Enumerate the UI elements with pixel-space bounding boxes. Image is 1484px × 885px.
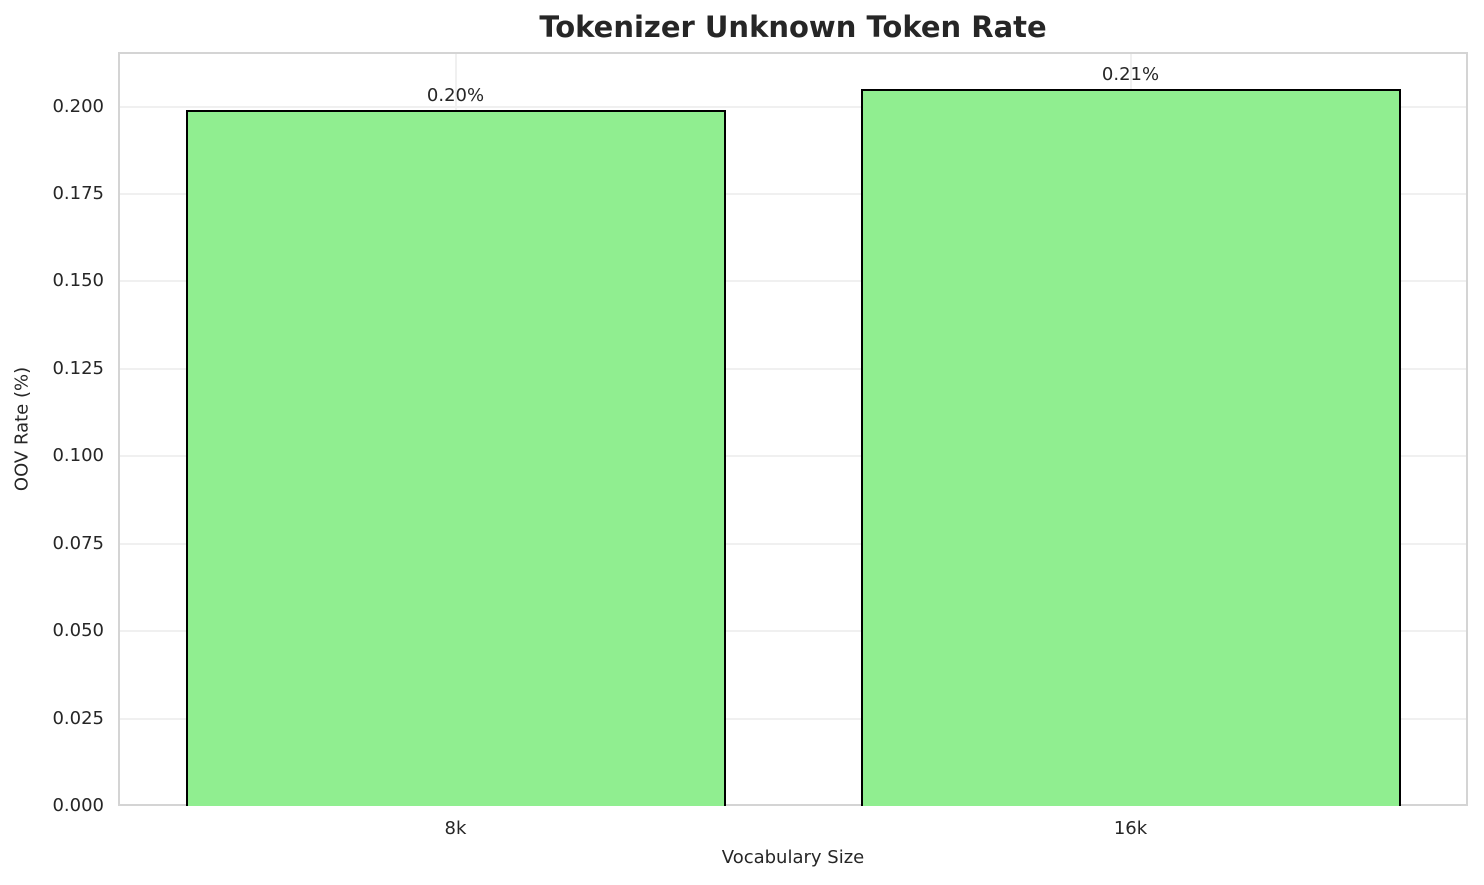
x-tick-label: 8k (444, 818, 467, 839)
y-gridline (118, 280, 1468, 283)
x-tick-label: 16k (1113, 818, 1148, 839)
y-gridline (118, 542, 1468, 545)
y-gridline (118, 367, 1468, 370)
y-gridline (118, 193, 1468, 195)
y-gridline (118, 630, 1468, 633)
y-axis-label: OOV Rate (%) (11, 366, 33, 492)
y-tick-label: 0.200 (52, 95, 104, 117)
chart-title: Tokenizer Unknown Token Rate (539, 10, 1047, 44)
y-gridline (118, 717, 1468, 720)
y-tick-label: 0.150 (52, 270, 104, 292)
plot-area: 0.20% 0.21% (118, 52, 1468, 806)
y-tick-label: 0.050 (52, 620, 104, 642)
y-tick-label: 0.125 (52, 357, 104, 379)
y-tick-label: 0.175 (52, 182, 104, 204)
bar-value-label: 0.20% (426, 85, 485, 107)
y-tick-label: 0.100 (52, 445, 104, 467)
y-tick-label: 0.025 (52, 707, 104, 729)
y-gridline (118, 105, 1468, 108)
bar-value-label: 0.21% (1101, 64, 1160, 86)
bar-16k (860, 89, 1401, 806)
y-tick-label: 0.075 (52, 532, 104, 554)
bar-8k (185, 110, 726, 806)
x-axis-label: Vocabulary Size (721, 847, 865, 868)
y-gridline (118, 455, 1468, 458)
y-tick-label: 0.000 (52, 795, 104, 816)
